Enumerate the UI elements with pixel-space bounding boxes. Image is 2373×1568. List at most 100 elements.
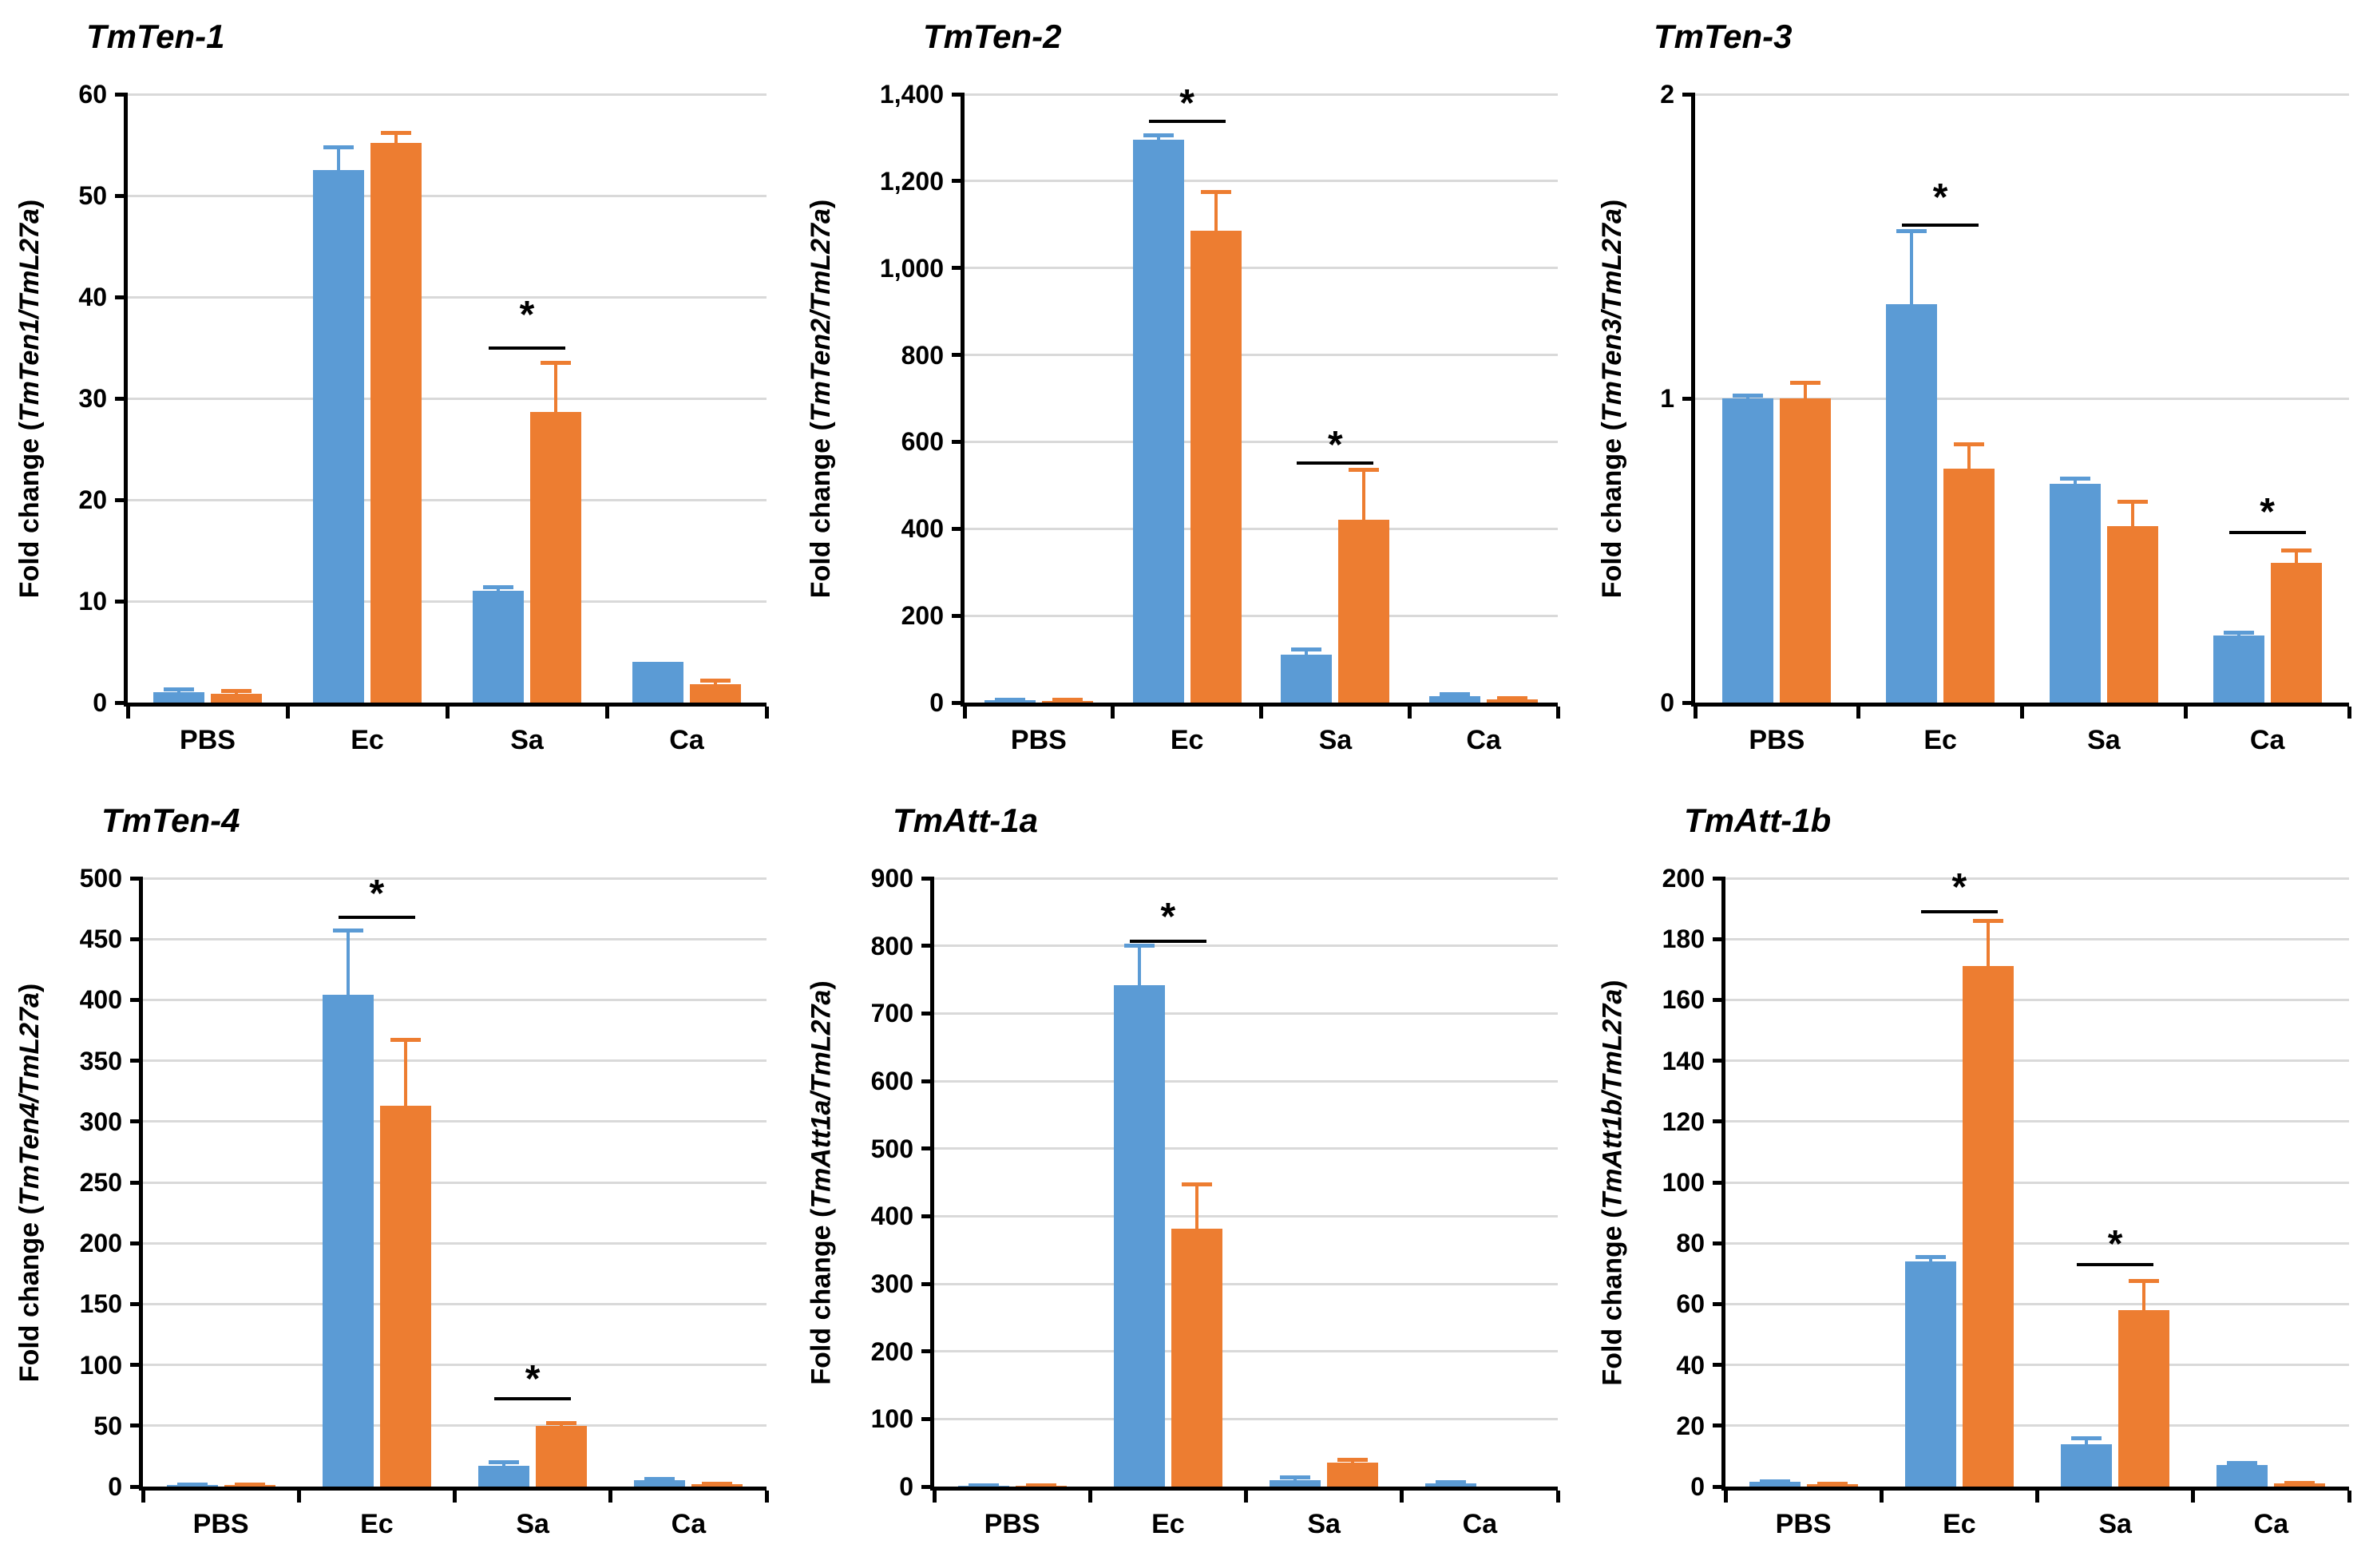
significance-asterisk: * [1328,423,1343,466]
gene-name-italic: TmAtt1a/TmL27a [806,989,837,1209]
error-bar-cap [2227,1460,2258,1465]
y-axis-tick [921,1416,934,1421]
x-category-label: Ec [1923,725,1957,755]
bar-series2-sa [1338,520,1390,703]
gridline [143,877,767,880]
x-axis-tick [608,1491,613,1503]
x-category-label: Ec [360,1509,394,1539]
y-axis-tick [115,396,128,401]
gridline [934,1012,1558,1015]
y-axis-label-text: Fold change (TmAtt1b/TmL27a) [1597,979,1628,1386]
x-axis-tick [1111,707,1115,719]
error-bar-line [1986,921,1990,967]
significance-line [1148,120,1226,124]
bar-series1-sa [2049,483,2101,703]
bar-series1-ca [632,662,683,703]
error-bar-cap [483,584,513,589]
x-axis-tick [1723,1491,1728,1503]
error-bar-cap [2129,1279,2160,1284]
gene-name-italic: TmTen2/TmL27a [806,208,837,422]
error-bar-line [1967,444,1971,469]
y-tick-label: 60 [1676,1289,1705,1319]
gridline [128,600,767,603]
y-axis-tick [130,1363,143,1368]
error-bar-cap [700,678,731,683]
gridline [934,877,1558,880]
gridline [934,1079,1558,1083]
y-tick-label: 800 [901,340,944,370]
x-axis-line [961,703,1558,707]
y-axis-label: Fold change (TmAtt1a/TmL27a) [796,878,847,1487]
significance-line [1129,939,1206,943]
y-axis-label-text: Fold change (TmTen1/TmL27a) [14,199,46,598]
x-axis-tick [2035,1491,2039,1503]
bar-series1-ca [2213,636,2264,703]
gridline [965,614,1558,617]
x-axis-tick [125,707,130,719]
y-tick-label: 40 [78,283,107,311]
bar-series1-ca [1429,695,1481,703]
y-tick-label: 2 [1660,80,1674,109]
y-axis-label-text: Fold change (TmTen4/TmL27a) [14,983,46,1382]
error-bar-cap [390,1038,421,1043]
x-category-label: Sa [2098,1509,2132,1539]
y-axis-line [139,878,143,1491]
x-axis-line [124,703,767,707]
y-axis-tick [115,497,128,502]
error-bar-cap [702,1481,733,1486]
bar-series2-ec [370,142,422,703]
error-bar-line [1928,1257,1932,1262]
x-axis-line [1691,703,2349,707]
gridline [1725,1241,2349,1245]
y-axis-label-text: Fold change (TmAtt1a/TmL27a) [806,980,837,1385]
y-axis-tick [952,266,965,271]
y-axis-tick [115,92,128,97]
y-axis-tick [1713,1241,1725,1245]
bar-series2-pbs [211,693,262,703]
gridline [934,1214,1558,1218]
y-axis-tick [952,700,965,705]
bar-series1-pbs [1749,1482,1801,1487]
error-bar-cap [381,130,411,135]
y-tick-label: 1 [1660,384,1674,413]
gridline [143,1059,767,1063]
x-axis-tick [1407,707,1412,719]
significance-line [1297,461,1374,465]
significance-line [1920,909,1998,913]
y-tick-label: 400 [79,985,122,1015]
bar-series2-ec [1171,1229,1222,1487]
bar-series2-ca [1487,699,1539,703]
y-axis-tick [1713,1301,1725,1306]
x-axis-tick [1087,1491,1092,1503]
y-tick-label: 50 [93,1411,122,1440]
chart-title: TmAtt-1a [893,802,1039,839]
x-axis-tick [1400,1491,1404,1503]
y-axis-label: Fold change (TmTen2/TmL27a) [796,94,847,703]
y-axis-tick [952,613,965,618]
y-axis-tick [952,92,965,97]
error-bar-line [337,147,340,171]
y-tick-label: 80 [1676,1229,1705,1258]
error-bar-cap [1759,1479,1790,1483]
x-category-label: PBS [192,1509,249,1539]
chart-title: TmAtt-1b [1684,802,1832,839]
x-category-label: Ca [2253,1509,2289,1539]
bar-series1-ca [2217,1465,2268,1487]
bar-series1-ec [1132,140,1184,703]
significance-asterisk: * [519,294,535,337]
x-axis-tick [604,707,609,719]
y-tick-label: 100 [1662,1168,1705,1197]
significance-line [494,1397,572,1401]
y-axis-label-text: Fold change (TmTen3/TmL27a) [1597,199,1628,598]
x-axis-tick [962,707,967,719]
bar-series1-ca [1425,1483,1477,1487]
x-category-label: Ca [1466,725,1501,755]
y-axis-line [961,94,965,707]
error-bar-cap [1497,696,1528,701]
significance-line [1902,223,1979,227]
error-bar-line [554,362,557,412]
bar-series2-ec [1190,231,1242,703]
y-axis-line [124,94,128,707]
error-bar-cap [1052,698,1083,703]
y-tick-label: 100 [870,1404,913,1434]
